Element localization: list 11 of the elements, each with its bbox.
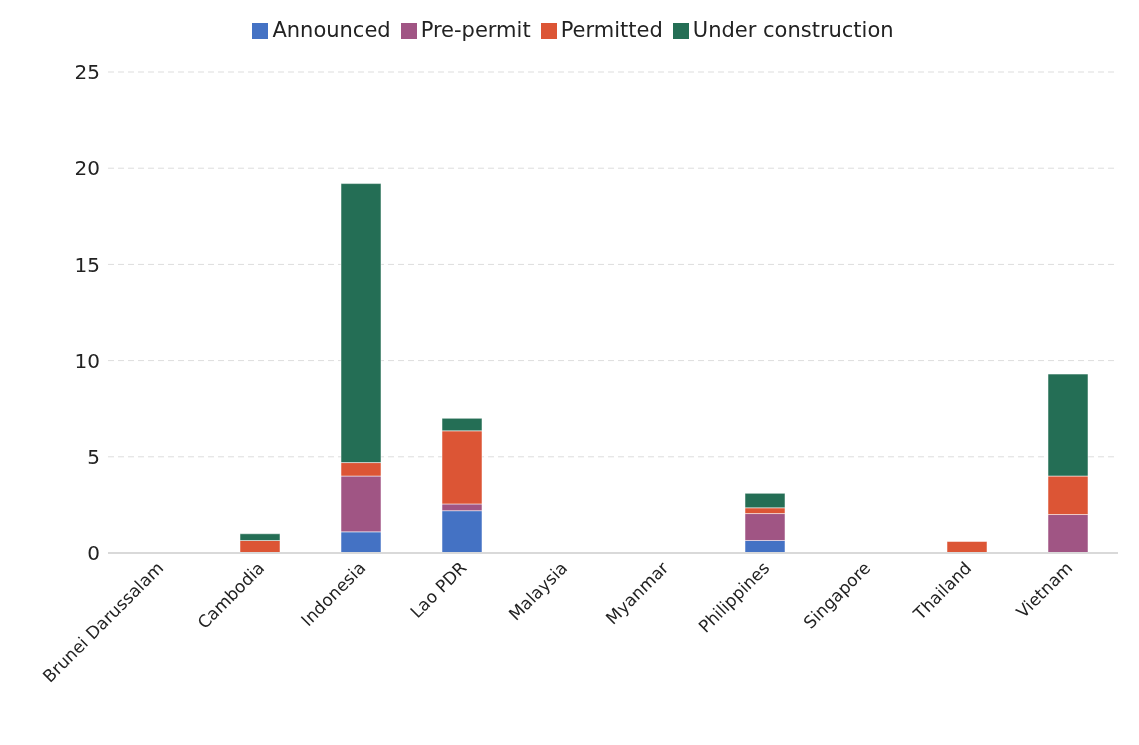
y-tick-label: 20 bbox=[74, 156, 100, 181]
y-tick-label: 25 bbox=[74, 60, 100, 85]
y-tick-label: 0 bbox=[87, 541, 100, 566]
legend-label: Under construction bbox=[692, 18, 894, 42]
y-tick-label: 15 bbox=[74, 252, 100, 277]
y-tick-label: 5 bbox=[87, 444, 100, 469]
legend-label: Permitted bbox=[560, 18, 663, 42]
legend-label: Pre-permit bbox=[420, 18, 531, 42]
bar bbox=[946, 540, 988, 553]
legend-label: Announced bbox=[272, 18, 391, 42]
y-tick-label: 10 bbox=[74, 348, 100, 373]
